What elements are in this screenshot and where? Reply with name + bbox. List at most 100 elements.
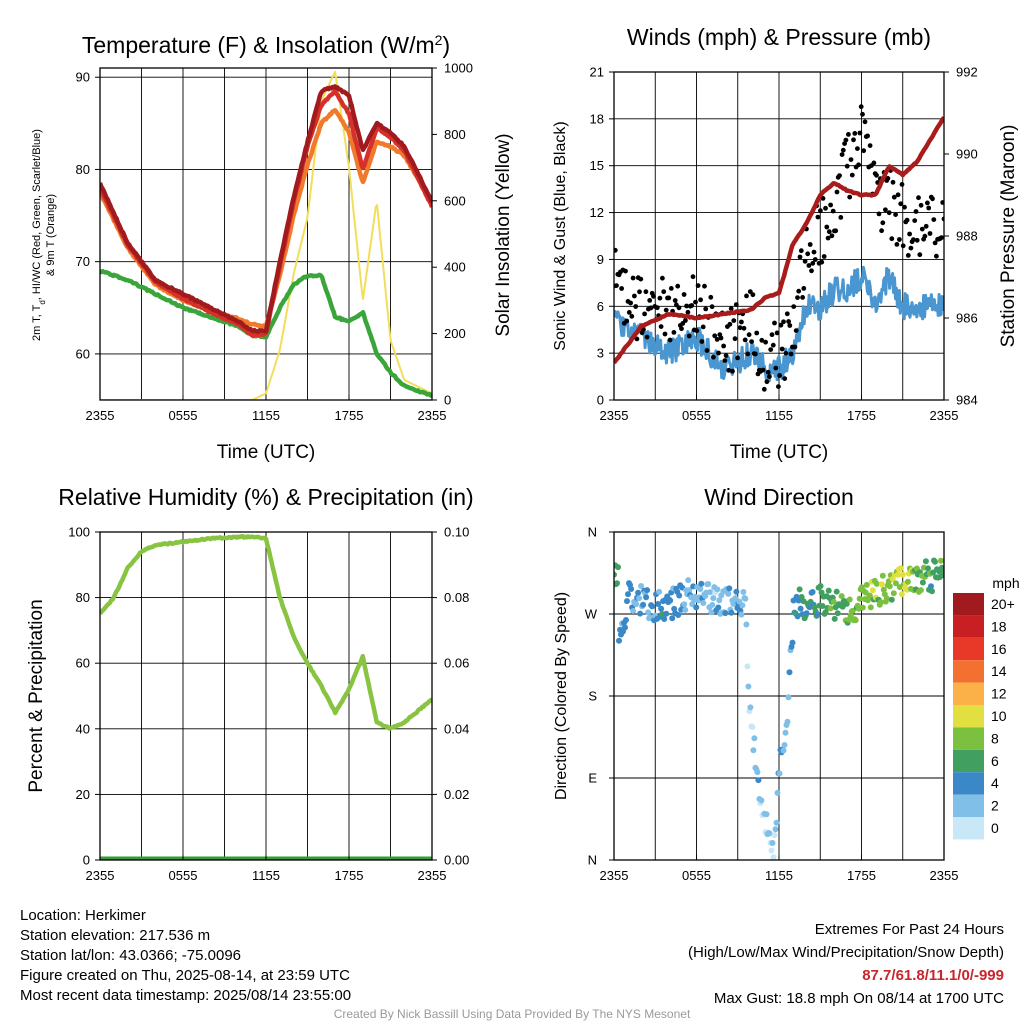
gust-point — [939, 235, 944, 241]
gust-point — [735, 355, 740, 361]
direction-point — [859, 604, 866, 611]
gust-point — [782, 376, 788, 381]
y-tick-label: 0 — [597, 393, 604, 408]
direction-point — [700, 600, 707, 606]
direction-point — [649, 603, 656, 610]
extremes-box: Extremes For Past 24 Hours (High/Low/Max… — [688, 918, 1004, 1010]
latlon-text: Station lat/lon: 43.0366; -75.0096 — [20, 947, 242, 964]
gust-point — [741, 325, 747, 331]
gust-point — [855, 146, 860, 152]
gust-point — [777, 373, 782, 378]
direction-left-axis-label: Direction (Colored By Speed) — [553, 592, 570, 800]
gust-point — [874, 172, 879, 178]
gust-point — [895, 192, 901, 198]
direction-point — [755, 777, 762, 784]
extremes-title: Extremes For Past 24 Hours — [814, 921, 1004, 938]
gust-point — [923, 223, 929, 229]
y-tick-label: 100 — [68, 525, 90, 540]
y-tick-label: 15 — [590, 158, 604, 173]
direction-point — [744, 663, 751, 670]
direction-point — [886, 583, 893, 590]
y-tick-label: 80 — [76, 162, 90, 177]
direction-point — [637, 610, 644, 617]
legend-swatch — [953, 615, 984, 638]
gust-point — [690, 274, 696, 280]
gust-point — [778, 322, 784, 328]
direction-point — [739, 602, 746, 609]
gust-point — [925, 200, 930, 206]
direction-point — [625, 591, 631, 598]
gust-point — [818, 208, 823, 214]
gust-point — [815, 214, 821, 220]
gust-point — [634, 336, 640, 342]
gust-point — [654, 305, 660, 311]
gust-point — [663, 307, 669, 313]
y-tick-label: 70 — [76, 254, 90, 269]
gust-point — [730, 368, 735, 374]
direction-point — [622, 624, 628, 631]
y-tick-label: S — [588, 689, 597, 704]
gust-point — [893, 212, 898, 218]
direction-point — [831, 615, 838, 622]
gust-point — [926, 205, 932, 211]
direction-point — [615, 564, 621, 571]
direction-point — [616, 637, 622, 644]
y-tick-label: 0 — [83, 853, 90, 868]
direction-point — [929, 588, 935, 595]
gust-point — [676, 305, 682, 311]
gust-point — [739, 319, 744, 325]
temperature-left-axis-label-line2: & 9m T (Orange) — [45, 194, 57, 276]
series-line-2m-t — [100, 84, 432, 334]
gust-point — [658, 324, 664, 329]
gust-point — [721, 343, 726, 349]
gust-point — [644, 334, 650, 340]
direction-point — [789, 639, 796, 646]
x-tick-label: 1755 — [847, 408, 876, 423]
direction-point — [630, 608, 637, 614]
gust-point — [898, 201, 904, 207]
winds-title: Winds (mph) & Pressure (mb) — [627, 24, 931, 50]
gust-point — [894, 242, 900, 247]
direction-point — [770, 854, 777, 860]
direction-point — [899, 571, 906, 578]
gust-point — [908, 245, 914, 251]
direction-point — [843, 600, 850, 607]
direction-point — [710, 595, 717, 602]
direction-point — [846, 596, 853, 603]
gust-point — [672, 298, 678, 303]
gust-point — [767, 374, 772, 379]
direction-point — [879, 572, 886, 579]
gust-point — [781, 319, 786, 325]
x-tick-label: 1155 — [765, 868, 793, 883]
winds-right-axis-label: Station Pressure (Maroon) — [998, 125, 1019, 348]
gust-point — [917, 252, 923, 258]
legend-swatch — [953, 794, 984, 817]
gust-point — [891, 194, 897, 200]
gust-point — [871, 160, 877, 166]
direction-point — [747, 704, 754, 711]
gust-point — [787, 323, 793, 328]
humidity-series — [100, 533, 432, 860]
gust-point — [927, 231, 933, 236]
gust-point — [727, 321, 733, 327]
y2-tick-label: 0 — [444, 393, 451, 408]
gust-point — [686, 333, 692, 339]
direction-point — [640, 601, 647, 608]
x-tick-label: 1155 — [252, 868, 280, 883]
y-tick-label: 40 — [76, 721, 90, 736]
y2-tick-label: 200 — [444, 326, 466, 341]
gust-point — [879, 228, 884, 234]
gust-point — [657, 295, 663, 301]
direction-point — [819, 603, 826, 609]
direction-point — [834, 610, 841, 617]
legend-label: 8 — [991, 730, 999, 746]
direction-point — [869, 587, 876, 594]
gust-point — [651, 293, 656, 299]
gust-point — [712, 333, 718, 339]
direction-point — [686, 587, 693, 594]
gust-point — [931, 217, 937, 223]
gust-point — [883, 207, 888, 213]
gust-point — [702, 283, 707, 289]
direction-point — [614, 580, 620, 587]
gust-point — [614, 247, 618, 253]
